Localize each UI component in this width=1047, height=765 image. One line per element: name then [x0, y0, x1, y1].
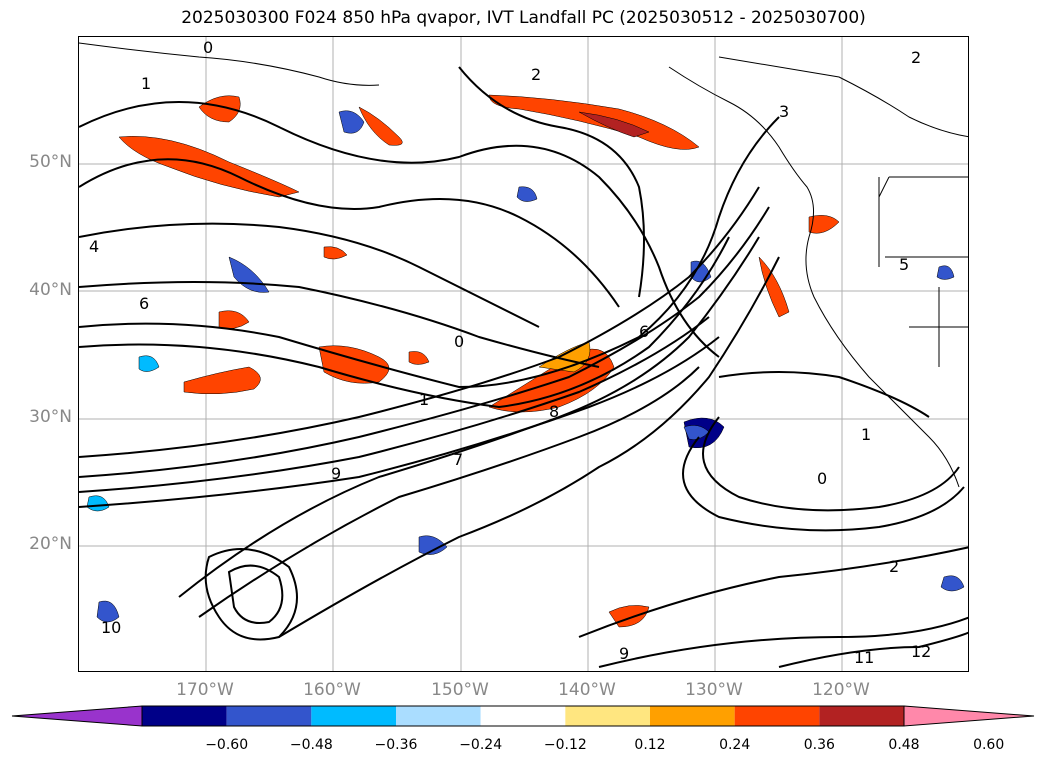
lon-label-150w: 150°W [431, 680, 489, 700]
colorbar-tick-label: 0.48 [888, 737, 920, 753]
lat-label-30n: 30°N [29, 407, 72, 427]
map-panel: 0 1 2 2 3 4 5 6 6 7 8 9 9 10 11 12 0 1 2… [78, 36, 969, 672]
contour-label-6-b: 6 [639, 322, 649, 341]
contour-label-2-a: 2 [531, 65, 541, 84]
lon-label-120w: 120°W [812, 680, 870, 700]
colorbar-tick-label: −0.48 [289, 737, 333, 753]
contour-label-7-a: 7 [453, 450, 463, 469]
positive-anomaly-patches [118, 94, 840, 628]
contour-label-5-a: 5 [899, 255, 909, 274]
contour-label-0-b: 0 [817, 469, 827, 488]
colorbar-tick-label: −0.24 [459, 737, 503, 753]
colorbar-segment [396, 706, 481, 726]
contours [79, 66, 968, 668]
lat-label-40n: 40°N [29, 280, 72, 300]
contour-label-8-a: 8 [549, 402, 559, 421]
colorbar-segment [819, 706, 904, 726]
colorbar-outline [141, 705, 905, 727]
contour-label-10-a: 10 [101, 618, 121, 637]
contour-label-11-a: 11 [854, 648, 874, 667]
contour-label-1-c: 1 [419, 390, 429, 409]
lat-label-50n: 50°N [29, 152, 72, 172]
contour-label-1-a: 1 [141, 74, 151, 93]
negative-anomaly-patches [86, 110, 965, 623]
coastlines [79, 42, 968, 488]
colorbar-segment [311, 706, 396, 726]
contour-label-9-a: 9 [331, 464, 341, 483]
contour-label-6-a: 6 [139, 294, 149, 313]
colorbar-extend-low [11, 705, 143, 727]
map-canvas: 0 1 2 2 3 4 5 6 6 7 8 9 9 10 11 12 0 1 2… [79, 37, 968, 671]
colorbar-tick-label: 0.12 [634, 737, 666, 753]
contour-labels: 0 1 2 2 3 4 5 6 6 7 8 9 9 10 11 12 0 1 2… [89, 38, 931, 667]
colorbar-tick-label: 0.24 [719, 737, 751, 753]
lat-label-20n: 20°N [29, 534, 72, 554]
contour-label-3-a: 3 [779, 102, 789, 121]
colorbar-tick-label: −0.36 [374, 737, 418, 753]
colorbar-segment [650, 706, 735, 726]
colorbar-segment [734, 706, 820, 726]
lon-label-140w: 140°W [558, 680, 616, 700]
lon-label-170w: 170°W [176, 680, 234, 700]
colorbar-segments [11, 705, 1035, 727]
contour-label-2-b: 2 [911, 48, 921, 67]
colorbar-segment [142, 706, 227, 726]
map-title: 2025030300 F024 850 hPa qvapor, IVT Land… [181, 8, 866, 28]
colorbar-tick-label: 0.60 [973, 737, 1005, 753]
lon-label-160w: 160°W [303, 680, 361, 700]
contour-label-0-c: 0 [454, 332, 464, 351]
graticule [79, 37, 968, 671]
colorbar-tick-label: −0.12 [543, 737, 587, 753]
contour-label-0-a: 0 [203, 38, 213, 57]
colorbar-tick-label: 0.36 [803, 737, 835, 753]
colorbar-segment [565, 706, 650, 726]
colorbar-segment [226, 706, 312, 726]
lon-label-130w: 130°W [685, 680, 743, 700]
contour-label-2-c: 2 [889, 557, 899, 576]
contour-label-9-b: 9 [619, 644, 629, 663]
contour-label-1-b: 1 [861, 425, 871, 444]
colorbar [11, 705, 1035, 727]
colorbar-extend-high [903, 705, 1035, 727]
colorbar-segment [480, 706, 566, 726]
contour-label-12-a: 12 [911, 642, 931, 661]
contour-label-4-a: 4 [89, 237, 99, 256]
colorbar-tick-label: −0.60 [205, 737, 249, 753]
